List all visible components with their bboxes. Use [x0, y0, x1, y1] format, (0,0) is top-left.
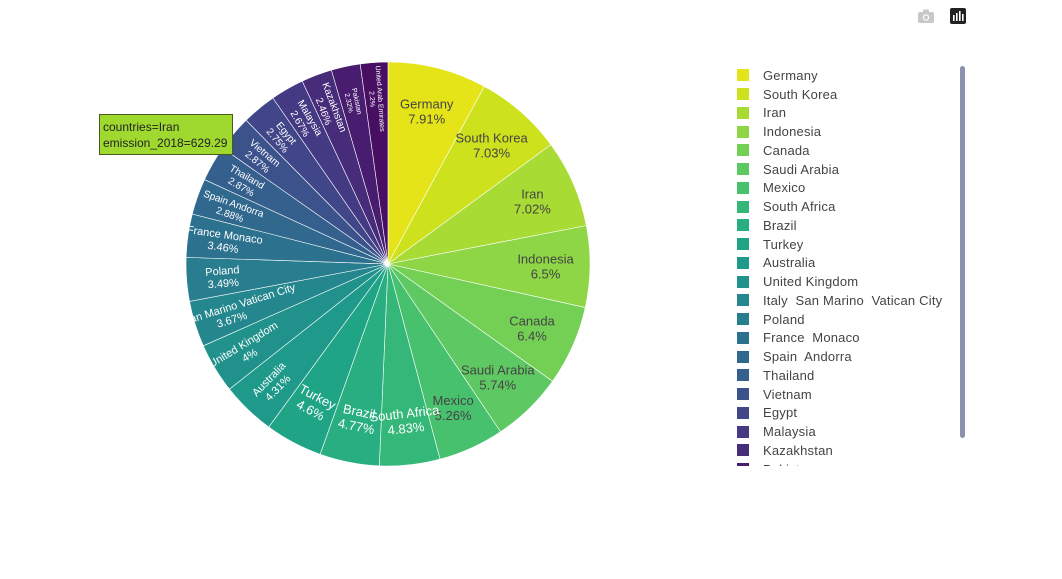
- slice-label: Germany 7.91%: [400, 97, 454, 127]
- legend-label: United Kingdom: [763, 274, 859, 290]
- legend-item[interactable]: Brazil: [730, 216, 962, 235]
- legend-item[interactable]: Spain Andorra: [730, 347, 962, 366]
- legend-swatch: [737, 106, 749, 119]
- slice-label: Saudi Arabia 5.74%: [461, 362, 535, 392]
- legend-swatch: [737, 313, 749, 326]
- legend-label: Brazil: [763, 217, 797, 233]
- legend-item[interactable]: Mexico: [730, 179, 962, 198]
- legend-item[interactable]: Germany: [730, 66, 962, 85]
- pie-slice-labels: Germany 7.91%South Korea 7.03% Iran 7.02% Ind…: [159, 65, 574, 439]
- slice-label: Mexico 5.26%: [433, 393, 474, 423]
- legend-item[interactable]: South Africa: [730, 197, 962, 216]
- plotly-logo-button[interactable]: [948, 6, 968, 26]
- slice-label: South Africa4.83%: [369, 402, 443, 439]
- legend-swatch: [737, 369, 749, 382]
- legend-swatch: [737, 406, 749, 419]
- legend-label: Canada: [763, 142, 810, 158]
- legend-item[interactable]: Indonesia: [730, 122, 962, 141]
- legend-item[interactable]: Vietnam: [730, 385, 962, 404]
- legend-label: Vietnam: [763, 386, 812, 402]
- slice-label: Poland3.49%: [205, 264, 241, 291]
- legend-swatch: [737, 444, 749, 457]
- legend-item[interactable]: South Korea: [730, 85, 962, 104]
- legend-label: Turkey: [763, 236, 804, 252]
- legend-item[interactable]: Turkey: [730, 235, 962, 254]
- legend-scrollbar[interactable]: [960, 66, 965, 438]
- legend-swatch: [737, 219, 749, 232]
- legend: Germany South Korea Iran Indonesia Canada Sau…: [730, 66, 962, 466]
- slice-label: Canada 6.4%: [509, 313, 555, 343]
- legend-swatch: [737, 275, 749, 288]
- legend-swatch: [737, 388, 749, 401]
- legend-swatch: [737, 125, 749, 138]
- legend-item[interactable]: Thailand: [730, 366, 962, 385]
- legend-swatch: [737, 331, 749, 344]
- legend-item[interactable]: France Monaco: [730, 329, 962, 348]
- legend-label: Pakistan: [763, 462, 814, 466]
- download-png-button[interactable]: [916, 6, 936, 26]
- legend-label: Egypt: [763, 405, 798, 421]
- legend-item[interactable]: Kazakhstan: [730, 441, 962, 460]
- legend-item[interactable]: Iran: [730, 104, 962, 123]
- legend-label: Iran: [763, 105, 787, 121]
- legend-swatch: [737, 425, 749, 438]
- legend-item[interactable]: Poland: [730, 310, 962, 329]
- legend-label: Poland: [763, 311, 805, 327]
- legend-label: South Africa: [763, 199, 836, 215]
- legend-label: Indonesia: [763, 124, 822, 140]
- hover-tooltip: countries=Iran emission_2018=629.29: [99, 114, 234, 155]
- legend-item[interactable]: Malaysia: [730, 422, 962, 441]
- legend-label: Spain Andorra: [763, 349, 852, 365]
- hover-emission: emission_2018=629.29: [103, 136, 228, 150]
- slice-label: Brazil4.77%: [337, 401, 379, 438]
- legend-label: Thailand: [763, 367, 815, 383]
- pie-slice[interactable]: [387, 61, 485, 265]
- legend-swatch: [737, 463, 749, 466]
- pie-slices: [185, 61, 591, 467]
- legend-swatch: [737, 294, 749, 307]
- plotly-logo-icon: [950, 8, 966, 24]
- legend-item[interactable]: Egypt: [730, 404, 962, 423]
- legend-item[interactable]: Australia: [730, 254, 962, 273]
- pie-slice[interactable]: [359, 61, 389, 265]
- legend-label: Malaysia: [763, 424, 816, 440]
- legend-label: Saudi Arabia: [763, 161, 840, 177]
- legend-label: Italy San Marino Vatican City: [763, 292, 943, 308]
- legend-swatch: [737, 350, 749, 363]
- legend-label: France Monaco: [763, 330, 860, 346]
- legend-swatch: [737, 181, 749, 194]
- legend-item[interactable]: Saudi Arabia: [730, 160, 962, 179]
- slice-label: United Arab Emirates2.2%: [366, 65, 386, 133]
- modebar: [916, 6, 968, 26]
- legend-swatch: [737, 163, 749, 176]
- legend-item[interactable]: Canada: [730, 141, 962, 160]
- legend-label: Germany: [763, 67, 818, 83]
- legend-swatch: [737, 69, 749, 82]
- legend-swatch: [737, 88, 749, 101]
- legend-swatch: [737, 144, 749, 157]
- slice-label: Indonesia 6.5%: [517, 252, 574, 282]
- legend-swatch: [737, 200, 749, 213]
- legend-label: Australia: [763, 255, 816, 271]
- slice-label: Iran 7.02%: [514, 186, 551, 216]
- legend-label: Mexico: [763, 180, 806, 196]
- legend-swatch: [737, 238, 749, 251]
- slice-label: South Korea 7.03%: [455, 131, 528, 161]
- legend-label: South Korea: [763, 86, 838, 102]
- legend-label: Kazakhstan: [763, 442, 833, 458]
- legend-swatch: [737, 256, 749, 269]
- legend-item[interactable]: Italy San Marino Vatican City: [730, 291, 962, 310]
- legend-item[interactable]: United Kingdom: [730, 272, 962, 291]
- legend-item[interactable]: Pakistan: [730, 460, 962, 466]
- camera-icon: [918, 9, 934, 23]
- hover-country: countries=Iran: [103, 120, 180, 134]
